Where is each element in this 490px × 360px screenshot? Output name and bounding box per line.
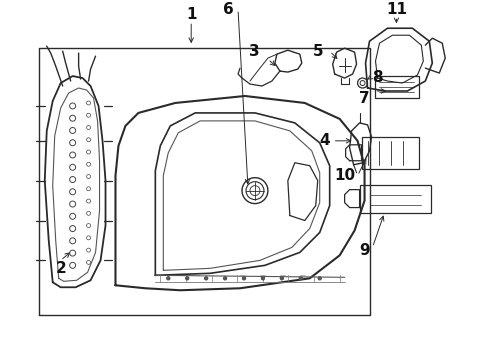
Text: 2: 2 [55,261,66,276]
Text: 10: 10 [334,168,355,183]
Text: 7: 7 [359,91,370,107]
Circle shape [205,277,208,280]
Bar [362,137,419,169]
Circle shape [186,277,189,280]
Text: 4: 4 [319,133,330,148]
Circle shape [280,277,283,280]
Bar [360,185,431,212]
Text: 8: 8 [372,69,383,85]
Circle shape [262,277,265,280]
Text: 1: 1 [186,7,196,22]
Bar [374,76,419,98]
Circle shape [167,277,170,280]
Text: 3: 3 [248,44,259,59]
Circle shape [299,277,302,280]
Text: 11: 11 [386,2,407,17]
Text: 9: 9 [359,243,370,258]
Circle shape [223,277,226,280]
Circle shape [243,277,245,280]
Text: 5: 5 [313,44,323,59]
Circle shape [318,277,321,280]
Text: 6: 6 [222,2,233,17]
